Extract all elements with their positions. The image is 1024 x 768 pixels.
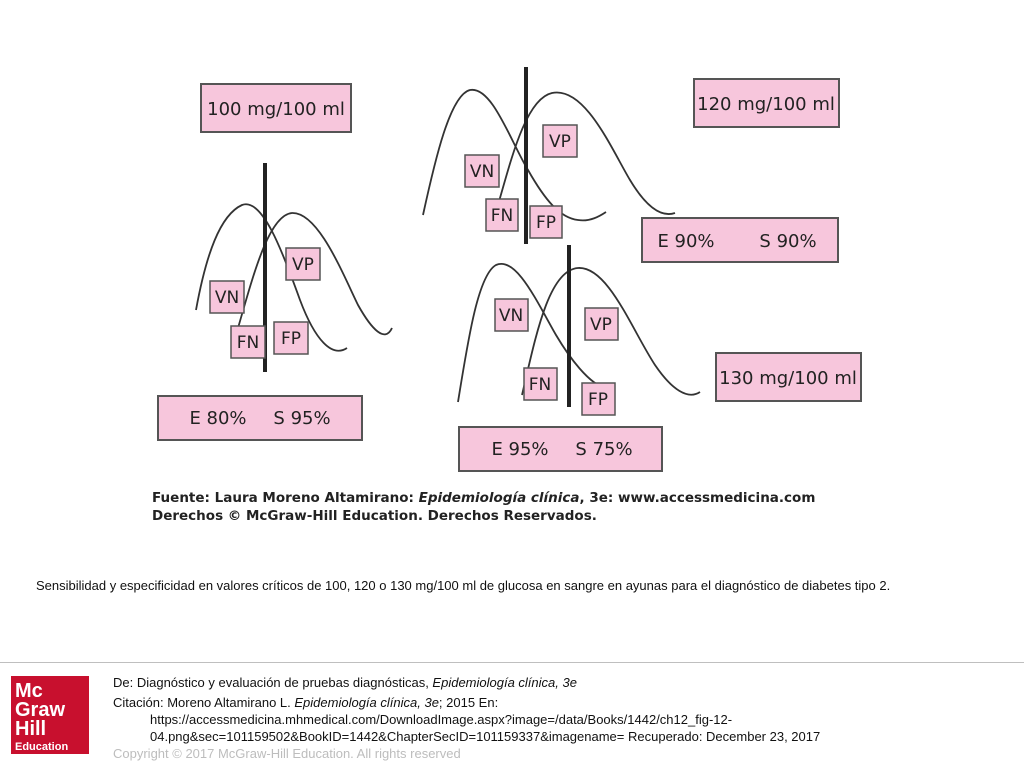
sensitivity-120: S 90%	[759, 231, 816, 252]
vn-label-120: VN	[470, 162, 494, 182]
threshold-box-130	[715, 352, 862, 402]
vp-box-130	[584, 307, 619, 341]
source-book-title: Epidemiología clínica	[419, 490, 580, 506]
logo-line-mc: Mc	[15, 680, 43, 702]
figure-caption: Sensibilidad y especificidad en valores …	[36, 578, 891, 593]
from-book: Epidemiología clínica, 3e	[432, 675, 577, 690]
from-label: De:	[113, 675, 137, 690]
fn-label-130: FN	[529, 375, 552, 395]
panel-120: 120 mg/100 ml VN VP FN FP E 90% S 90%	[422, 67, 840, 263]
panel-130: 130 mg/100 ml VN VP FN FP E 95% S 75%	[457, 245, 862, 472]
threshold-label-120: 120 mg/100 ml	[697, 94, 835, 115]
vn-box-130	[494, 298, 529, 332]
citation-url-line1[interactable]: https://accessmedicina.mhmedical.com/Dow…	[150, 712, 733, 727]
footer-divider	[0, 662, 1024, 663]
figure-source-line1: Fuente: Laura Moreno Altamirano: Epidemi…	[152, 490, 815, 506]
sensitivity-100: S 95%	[273, 408, 330, 429]
fp-label-130: FP	[588, 390, 608, 410]
panel-100: 100 mg/100 ml VN VP FN FP E 80% S 95%	[157, 83, 393, 441]
citation-block: De: Diagnóstico y evaluación de pruebas …	[113, 674, 993, 762]
fp-box-120	[529, 205, 563, 239]
vp-label-120: VP	[549, 132, 571, 152]
healthy-curve-120	[422, 89, 607, 222]
cite-author: Moreno Altamirano L.	[167, 695, 295, 710]
citation-url-line2[interactable]: 04.png&sec=101159502&BookID=1442&Chapter…	[150, 729, 821, 744]
figure: .box { fill: #f7c6dc; stroke: #555555; s…	[152, 67, 862, 524]
cite-book: Epidemiología clínica, 3e	[294, 695, 439, 710]
citation-from: De: Diagnóstico y evaluación de pruebas …	[113, 674, 993, 691]
disease-curve-120	[489, 91, 676, 231]
threshold-box-100	[200, 83, 352, 133]
fn-box-130	[523, 367, 558, 401]
citation-cite: Citación: Moreno Altamirano L. Epidemiol…	[113, 694, 993, 711]
vp-label-130: VP	[590, 315, 612, 335]
vn-box-100	[209, 280, 245, 314]
stats-box-130	[458, 426, 663, 472]
healthy-curve-100	[195, 203, 348, 352]
logo-line-hill: Hill	[15, 718, 47, 740]
cite-label: Citación:	[113, 695, 168, 710]
fn-label-100: FN	[237, 333, 260, 353]
mcgraw-hill-logo: Mc Graw Hill Education	[11, 676, 89, 754]
cite-rest: ; 2015 En:	[438, 695, 499, 710]
fp-label-100: FP	[281, 329, 301, 349]
logo-line-education: Education	[15, 741, 69, 753]
source-prefix: Fuente: Laura Moreno Altamirano:	[152, 490, 419, 506]
disease-curve-100	[235, 212, 393, 336]
vp-label-100: VP	[292, 255, 314, 275]
specificity-100: E 80%	[189, 408, 246, 429]
sensitivity-130: S 75%	[575, 439, 632, 460]
logo-line-graw: Graw	[15, 699, 66, 721]
fp-label-120: FP	[536, 213, 556, 233]
source-suffix: , 3e: www.accessmedicina.com	[580, 490, 816, 506]
threshold-label-130: 130 mg/100 ml	[719, 368, 857, 389]
fn-box-100	[230, 325, 266, 359]
figure-source-line2: Derechos © McGraw-Hill Education. Derech…	[152, 508, 597, 524]
specificity-120: E 90%	[657, 231, 714, 252]
vn-label-130: VN	[499, 306, 523, 326]
specificity-130: E 95%	[491, 439, 548, 460]
from-chapter: Diagnóstico y evaluación de pruebas diag…	[136, 675, 433, 690]
vn-label-100: VN	[215, 288, 239, 308]
disease-curve-130	[521, 267, 701, 396]
fn-label-120: FN	[491, 206, 514, 226]
vn-box-120	[464, 154, 500, 188]
fp-box-130	[581, 382, 616, 416]
diagnostic-curves-diagram: .box { fill: #f7c6dc; stroke: #555555; s…	[152, 67, 862, 524]
threshold-box-120	[693, 78, 840, 128]
vp-box-100	[285, 247, 321, 281]
healthy-curve-130	[457, 262, 601, 403]
stats-box-120	[641, 217, 839, 263]
vp-box-120	[542, 124, 578, 158]
copyright-text: Copyright © 2017 McGraw-Hill Education. …	[113, 746, 461, 761]
threshold-label-100: 100 mg/100 ml	[207, 99, 345, 120]
stats-box-100	[157, 395, 363, 441]
fn-box-120	[485, 198, 519, 232]
fp-box-100	[273, 321, 309, 355]
